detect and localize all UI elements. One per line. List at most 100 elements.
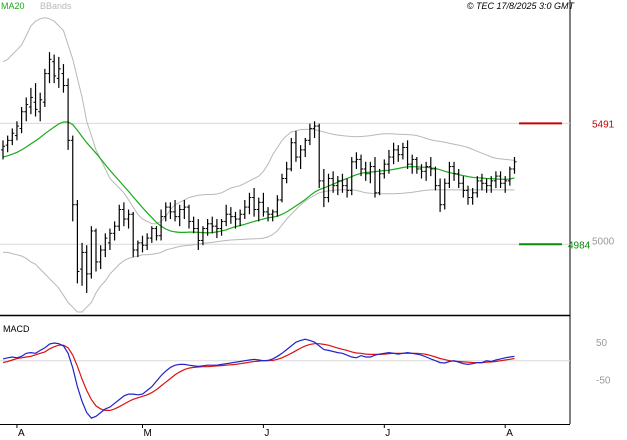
ohlc-bar <box>89 226 94 279</box>
ohlc-bar <box>507 166 512 186</box>
ohlc-bar <box>456 168 461 189</box>
ohlc-bar <box>182 199 187 220</box>
ohlc-bar <box>284 161 289 184</box>
ohlc-bar <box>187 204 191 229</box>
ohlc-bar <box>317 123 322 189</box>
ohlc-bar <box>433 166 438 191</box>
bollinger-bands <box>2 17 515 313</box>
ohlc-bar <box>349 157 354 196</box>
price-bars <box>1 52 517 293</box>
ohlc-bar <box>493 171 498 189</box>
ohlc-bar <box>326 173 331 203</box>
bbands-label: BBands <box>40 1 72 11</box>
ohlc-bar <box>191 216 196 234</box>
ohlc-bar <box>391 142 396 165</box>
ohlc-bar <box>42 68 47 107</box>
ohlc-bar <box>80 242 85 286</box>
ohlc-bar <box>238 209 243 227</box>
ohlc-bar <box>466 185 470 205</box>
ohlc-bar <box>475 176 480 198</box>
ohlc-bar <box>196 219 201 251</box>
ohlc-bar <box>335 176 340 196</box>
copyright-timestamp: © TEC 17/8/2025 3:0 GMT <box>467 1 576 11</box>
price-tick-label: 5000 <box>592 236 615 247</box>
ohlc-bar <box>270 209 275 222</box>
month-label: A <box>506 428 513 439</box>
ohlc-bar <box>10 128 15 146</box>
ohlc-bar <box>414 157 419 174</box>
ohlc-bar <box>149 226 154 243</box>
ohlc-bar <box>280 173 284 203</box>
ohlc-bar <box>177 204 182 227</box>
ohlc-bar <box>503 176 508 193</box>
ohlc-bar <box>84 245 89 293</box>
ohlc-bar <box>377 168 382 196</box>
ohlc-bar <box>396 145 401 162</box>
ohlc-bar <box>168 202 173 220</box>
ohlc-bar <box>131 211 136 258</box>
ohlc-bar <box>438 178 443 212</box>
ohlc-bar <box>219 219 224 236</box>
grid-lines <box>0 122 570 362</box>
support-label: 4984 <box>568 240 591 251</box>
ohlc-bar <box>373 157 377 198</box>
ohlc-bar <box>228 207 233 224</box>
ohlc-bar <box>405 140 410 169</box>
ohlc-bar <box>70 135 75 222</box>
ohlc-bar <box>52 54 57 84</box>
ohlc-bar <box>354 152 359 169</box>
ohlc-bar <box>410 154 415 174</box>
ohlc-bar <box>173 199 178 222</box>
resistance-label: 5491 <box>592 119 615 130</box>
ohlc-bar <box>210 216 215 234</box>
ohlc-bar <box>340 173 345 193</box>
bband-upper-line <box>2 17 515 225</box>
ohlc-bar <box>112 221 117 241</box>
month-label: J <box>264 428 269 439</box>
ohlc-bar <box>75 199 80 284</box>
ohlc-bar <box>461 176 466 198</box>
macd-line <box>2 338 515 419</box>
ohlc-bar <box>247 192 252 215</box>
ohlc-bar <box>484 178 489 193</box>
ohlc-bar <box>135 240 140 258</box>
ohlc-bar <box>200 226 205 246</box>
ohlc-bar <box>275 195 280 217</box>
ohlc-bar <box>154 226 159 241</box>
month-label: M <box>144 428 152 439</box>
ohlc-bar <box>419 164 424 179</box>
macd-lines <box>2 338 515 419</box>
ohlc-bar <box>266 207 271 222</box>
ohlc-bar <box>117 204 122 231</box>
ohlc-bar <box>298 145 303 169</box>
ohlc-bar <box>442 178 447 210</box>
ohlc-bar <box>312 121 317 138</box>
ohlc-bar <box>261 192 266 217</box>
macd-tick-label: -50 <box>596 375 611 386</box>
ohlc-bar <box>140 235 145 253</box>
ohlc-bar <box>163 202 168 222</box>
macd-tick-label: 50 <box>596 338 608 349</box>
ohlc-bar <box>256 197 261 222</box>
ohlc-bar <box>386 149 391 174</box>
ohlc-bar <box>33 83 38 117</box>
ohlc-bar <box>242 199 247 220</box>
month-label: J <box>385 428 390 439</box>
macd-signal-line <box>2 343 515 411</box>
ohlc-bar <box>400 142 405 160</box>
month-label: A <box>18 428 25 439</box>
ohlc-bar <box>252 188 257 217</box>
ohlc-bar <box>382 159 387 179</box>
ohlc-bar <box>145 233 150 251</box>
ohlc-bar <box>345 178 350 198</box>
ohlc-bar <box>66 78 71 150</box>
ohlc-bar <box>24 97 29 122</box>
ma20-label: MA20 <box>1 1 25 11</box>
ohlc-bar <box>28 87 33 115</box>
ohlc-bar <box>368 161 373 184</box>
axis-labels: 5000 50 -50 A M J J A <box>16 236 615 439</box>
ohlc-bar <box>447 161 452 189</box>
ohlc-bar <box>512 157 517 174</box>
ohlc-bar <box>5 135 10 153</box>
